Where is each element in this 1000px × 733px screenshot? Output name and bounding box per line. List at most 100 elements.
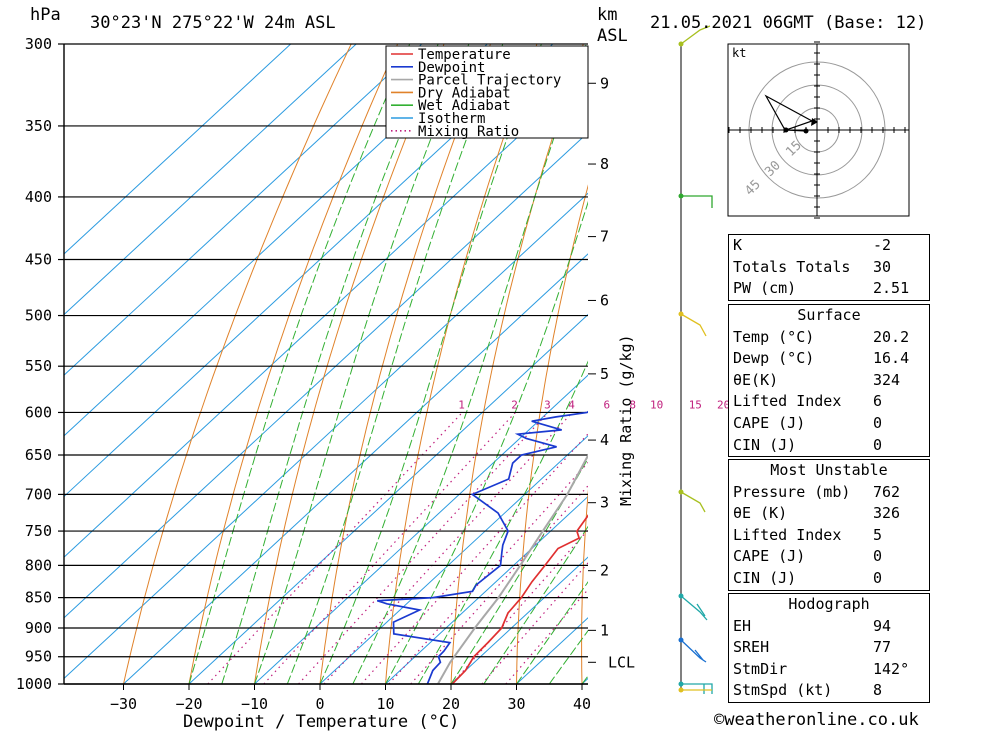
pressure-tick-label: 750 [25,522,52,540]
asl-axis-label: ASL [597,26,628,46]
temperature-line [451,514,588,684]
index-label: K [733,236,743,254]
wind-level-marker [678,687,684,693]
index-value: 94 [873,616,892,635]
index-row: PW (cm) 2.51 [729,278,929,300]
dry-adiabat [934,44,975,684]
panel-title: Surface [797,306,861,324]
index-value: 142° [873,659,910,678]
wet-adiabat [188,44,411,684]
index-row: CAPE (J) 0 [729,413,929,435]
wet-adiabat [221,44,439,684]
isotherm [64,44,488,437]
pressure-tick-label: 300 [25,35,52,53]
mixing-ratio-line [207,412,463,684]
dry-adiabat [123,44,352,684]
km-tick-label: 8 [600,155,609,173]
km-tick-label: 4 [600,431,609,449]
isotherm [64,44,554,498]
hodograph-point [783,127,789,133]
wet-adiabat [286,44,504,684]
index-label: Temp (°C) [733,327,815,346]
isotherm [64,192,588,680]
mixing-ratio-label: 6 [604,398,611,411]
dry-adiabat [254,44,445,684]
pressure-tick-label: 350 [25,117,52,135]
wind-barb [680,313,707,337]
index-label: θE (K) [733,504,788,523]
legend-entry: Mixing Ratio [418,124,519,140]
wind-profile [678,25,713,694]
wind-level-marker [678,681,684,687]
parcel-trajectory-line [437,453,588,684]
isotherm [123,253,588,684]
index-row: Dewp (°C) 16.4 [729,348,929,370]
index-value: 30 [873,257,892,276]
isotherm [64,44,357,316]
storm-motion-arrow [811,118,818,126]
isotherm [450,556,588,684]
mixing-ratio-labels: 12346810152025 [458,398,752,411]
index-label: CAPE (J) [733,413,806,432]
dry-adiabat [987,44,1000,684]
wind-level-marker [678,593,684,599]
index-row: Totals Totals 30 [729,257,929,279]
index-label: Totals Totals [733,257,851,276]
index-value: 0 [873,413,883,432]
index-label: Lifted Index [733,525,842,544]
x-tick-label: −10 [241,695,268,713]
km-tick-label: 6 [600,291,609,309]
location-title: 30°23'N 275°22'W 24m ASL [90,13,336,33]
dry-adiabat [581,488,588,684]
pressure-tick-label: 850 [25,589,52,607]
index-label: SREH [733,638,770,657]
mixing-ratio-label: 20 [717,398,730,411]
wind-level-marker [678,637,684,643]
legend-entry: Wet Adiabat [418,98,511,114]
km-tick-label: 1 [600,621,609,639]
legend-box [385,45,589,139]
isotherm [64,131,588,619]
x-tick-label: −20 [175,695,202,713]
axes: 3003504004505005506006507007508008509009… [16,35,635,713]
wet-adiabat [417,360,588,684]
dry-adiabat [450,44,584,684]
index-value: 16.4 [873,349,910,368]
index-row: θE(K) 324 [729,370,929,392]
km-tick-label: 2 [600,562,609,580]
x-axis-title: Dewpoint / Temperature (°C) [183,712,459,732]
dry-adiabat [645,44,723,684]
index-value: 5 [873,525,883,544]
indices-general-panel: K -2 Totals Totals 30 PW (cm) 2.51 [728,234,930,301]
most-unstable-panel: Most Unstable Pressure (mb) 762 θE (K) 326 Li… [728,459,930,591]
index-row: StmDir 142° [729,659,929,681]
wind-level-marker [678,311,684,317]
wet-adiabat [450,457,588,684]
legend-entry: Dry Adiabat [418,85,511,101]
isotherm [64,44,292,255]
legend-entry: Isotherm [418,111,485,127]
index-row: θE (K) 326 [729,503,929,525]
hodograph-point [803,128,809,134]
index-value: 326 [873,504,901,523]
index-value: -2 [873,236,892,254]
km-tick-label: 9 [600,74,609,92]
legend-entry: Parcel Trajectory [418,73,561,89]
mixing-ratio-label: 15 [689,398,702,411]
index-row: SREH 77 [729,637,929,659]
km-tick-label: 3 [600,494,609,512]
index-label: StmSpd (kt) [733,681,833,700]
dewpoint-line [376,410,588,684]
isotherm [385,495,588,684]
index-row: CIN (J) 0 [729,435,929,457]
pressure-tick-label: 650 [25,446,52,464]
surface-panel: Surface Temp (°C) 20.2 Dewp (°C) 16.4 θE(K) 32… [728,304,930,458]
hodograph-unit-label: kt [732,46,746,60]
pressure-tick-label: 550 [25,357,52,375]
wind-level-marker [678,41,684,47]
index-label: Pressure (mb) [733,482,851,501]
index-label: CIN (J) [733,568,797,587]
x-tick-label: 40 [573,695,591,713]
